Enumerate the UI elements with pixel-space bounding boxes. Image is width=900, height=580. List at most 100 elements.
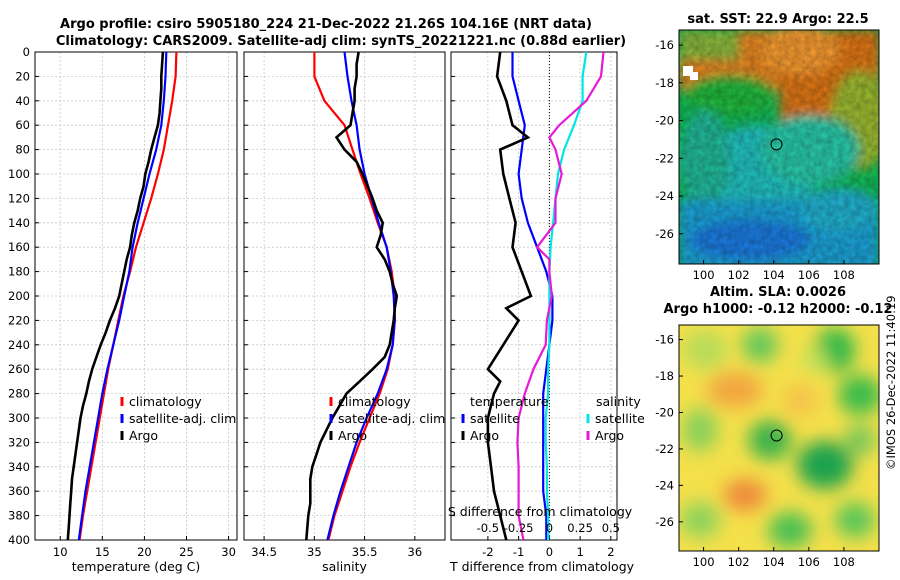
- sla-map-title-2: Argo h1000: -0.12 h2000: -0.12: [663, 302, 892, 317]
- sal-satellite-line: [326, 52, 396, 540]
- sal-xtick-label: 36: [408, 545, 423, 559]
- diff-frame: [450, 51, 618, 541]
- diff-xtick-label: 2: [607, 545, 614, 559]
- temp-ytick-label: 260: [8, 362, 30, 376]
- temp-ytick-label: 140: [8, 216, 30, 230]
- temp-ytick-label: 240: [8, 338, 30, 352]
- sla-map-xtick-label: 104: [763, 555, 785, 569]
- diff-legend-t-argo-label: Argo: [470, 428, 499, 443]
- title-line-1: Argo profile: csiro 5905180_224 21-Dec-2…: [60, 17, 592, 32]
- sst-map-title: sat. SST: 22.9 Argo: 22.5: [687, 12, 868, 27]
- temp-satellite-line: [77, 52, 168, 540]
- temp-ytick-label: 60: [15, 118, 30, 132]
- diff-xtick-label: 1: [576, 545, 583, 559]
- diff-t-argo-line: [486, 52, 533, 540]
- temp-ytick-label: 0: [23, 45, 30, 59]
- sla-map-xtick-label: 106: [798, 555, 820, 569]
- temp-legend-satellite-label: satellite-adj. clim: [129, 411, 236, 426]
- argo-location-marker-sst: [770, 138, 783, 151]
- sst-map-xtick-label: 106: [798, 268, 820, 282]
- temp-ytick-label: 200: [8, 289, 30, 303]
- temp-ytick-label: 100: [8, 167, 30, 181]
- temp-ytick-label: 360: [8, 484, 30, 498]
- sst-map-xtick-label: 102: [728, 268, 750, 282]
- salinity-panel: 34.5 35 35.5 36 salinity climatology satellite…: [243, 51, 446, 574]
- diff-legend-s-argo-label: Argo: [595, 428, 624, 443]
- sst-map-xtick-label: 104: [763, 268, 785, 282]
- sst-map-ytick-label: -16: [655, 38, 674, 52]
- sal-argo-line: [305, 52, 399, 540]
- temp-xtick-label: 30: [221, 545, 236, 559]
- diff-xtick-label: -1: [513, 545, 524, 559]
- diff-xtick2-label: 0.25: [567, 521, 593, 535]
- diff-xtick-label: 0: [546, 545, 553, 559]
- temp-ytick-label: 300: [8, 411, 30, 425]
- temp-ytick-label: 380: [8, 509, 30, 523]
- sla-map-ytick-label: -26: [655, 515, 674, 529]
- sla-map-ytick-label: -20: [655, 405, 674, 419]
- diff-xtick2-label: 0: [546, 521, 553, 535]
- diff-xtick-label: -2: [482, 545, 493, 559]
- sal-xlabel: salinity: [322, 559, 367, 574]
- sla-map-xtick-label: 100: [693, 555, 715, 569]
- sal-legend-argo-label: Argo: [338, 428, 367, 443]
- temp-xtick-label: 20: [137, 545, 152, 559]
- sla-map-title-1: Altim. SLA: 0.0026: [710, 285, 846, 300]
- sst-map-ytick-label: -18: [655, 76, 674, 90]
- temp-xtick-label: 15: [95, 545, 110, 559]
- diff-xtick2-label: -0.25: [504, 521, 534, 535]
- diff-legend-s-header: salinity: [596, 394, 641, 409]
- sst-map-xtick-label: 100: [693, 268, 715, 282]
- sla-map-ytick-label: -24: [655, 478, 674, 492]
- temp-xtick-label: 10: [53, 545, 68, 559]
- sal-xtick-label: 35: [307, 545, 322, 559]
- sst-map-texture: [679, 30, 879, 264]
- sla-map-ytick-label: -22: [655, 442, 674, 456]
- sla-map: [678, 324, 880, 552]
- temp-ytick-label: 160: [8, 240, 30, 254]
- temp-ytick-label: 120: [8, 191, 30, 205]
- temp-ytick-label: 40: [15, 94, 30, 108]
- sst-map-ytick-label: -26: [655, 227, 674, 241]
- temp-ytick-label: 220: [8, 313, 30, 327]
- argo-location-marker-sla: [770, 429, 783, 442]
- sla-map-ytick-label: -18: [655, 369, 674, 383]
- sst-map-ytick-label: -20: [655, 114, 674, 128]
- sst-map-ytick-label: -24: [655, 189, 674, 203]
- temp-ytick-label: 280: [8, 387, 30, 401]
- temp-ytick-label: 80: [15, 143, 30, 157]
- title-line-2: Climatology: CARS2009. Satellite-adj cli…: [56, 34, 626, 49]
- diff-s-argo-line: [516, 52, 605, 540]
- sst-map-ytick-label: -22: [655, 151, 674, 165]
- timestamp-stamp: ©IMOS 26-Dec-2022 11:40:19: [884, 295, 898, 470]
- temp-argo-line: [66, 52, 165, 540]
- sal-xtick-label: 35.5: [352, 545, 378, 559]
- sst-map: [678, 29, 880, 265]
- sla-map-frame: [678, 324, 880, 552]
- sal-legend-climatology-label: climatology: [338, 394, 411, 409]
- diff-xlabel2: S difference from climatology: [448, 504, 633, 519]
- diff-legend-t-satellite-label: satellite: [470, 411, 520, 426]
- sal-legend-satellite-label: satellite-adj. clim: [338, 411, 445, 426]
- diff-xtick2-label: -0.5: [477, 521, 499, 535]
- diff-legend-t-header: temperature: [470, 394, 549, 409]
- temp-legend-climatology-label: climatology: [129, 394, 202, 409]
- temp-xlabel: temperature (deg C): [72, 559, 201, 574]
- sal-climatology-line: [313, 52, 396, 540]
- temp-ytick-label: 400: [8, 533, 30, 547]
- sst-map-xtick-label: 108: [833, 268, 855, 282]
- diff-legend-s-satellite-label: satellite: [595, 411, 645, 426]
- temp-ytick-label: 340: [8, 460, 30, 474]
- sal-xtick-label: 34.5: [251, 545, 277, 559]
- temp-ytick-label: 320: [8, 435, 30, 449]
- temp-xtick-label: 25: [179, 545, 194, 559]
- sla-map-xtick-label: 108: [833, 555, 855, 569]
- temp-ytick-label: 20: [15, 69, 30, 83]
- temp-frame: [34, 51, 238, 541]
- temperature-panel: 10 15 20 25 30020406080100120140160180200220…: [8, 45, 238, 574]
- sla-map-xtick-label: 102: [728, 555, 750, 569]
- diff-xlabel: T difference from climatology: [449, 559, 635, 574]
- diff-s-satellite-line: [544, 52, 588, 540]
- diff-xtick2-label: 0.5: [602, 521, 620, 535]
